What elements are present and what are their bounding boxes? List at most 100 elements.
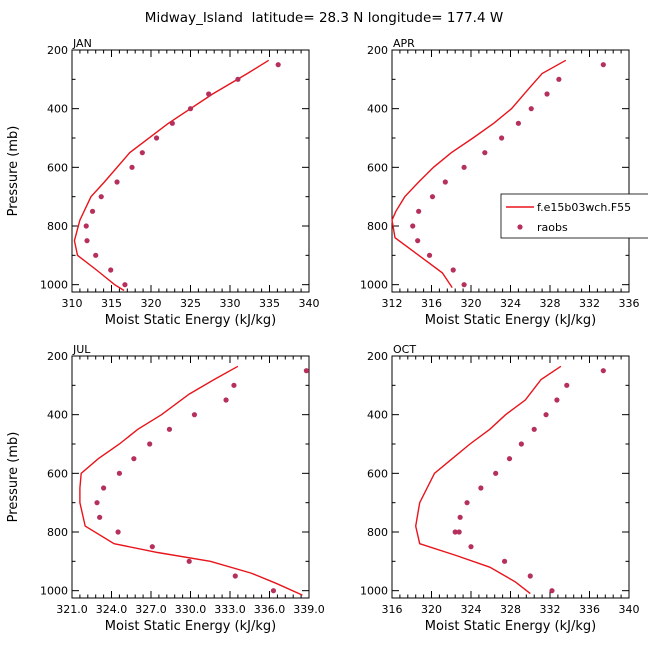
x-tick-label: 336 [619,297,640,310]
raob-point [415,238,421,244]
x-tick-label: 312 [382,297,403,310]
y-tick-label: 600 [367,467,388,480]
raob-point [527,573,533,579]
raob-point [478,485,484,491]
legend-dot-swatch [517,224,523,230]
x-tick-label: 325 [180,297,201,310]
x-tick-label: 332 [579,297,600,310]
raob-point [191,412,198,418]
raob-point [94,500,100,506]
x-tick-label: 328 [500,603,521,616]
raob-point [187,106,194,112]
x-tick-label: 324 [461,603,482,616]
raob-point [83,223,89,229]
panels: JAN 310 315 320 325 330 335 340 200 400 600 800 1000… [6,37,640,634]
raob-point [232,573,238,579]
panel-label: OCT [393,343,416,356]
raob-point [114,179,120,185]
y-tick-label: 200 [367,350,388,363]
y-tick-label: 600 [367,161,388,174]
x-axis-label: Moist Static Energy (kJ/kg) [425,313,596,328]
raob-point [129,164,135,170]
model-profile-line [73,59,270,292]
y-tick-label: 400 [367,103,388,116]
raob-point [426,252,433,258]
x-tick-label: 328 [540,297,561,310]
raob-point [169,120,175,126]
panel-jan: JAN 310 315 320 325 330 335 340 200 400 600 800 1000… [6,37,320,328]
x-tick-label: 315 [101,297,122,310]
y-tick-label: 400 [367,409,388,422]
raob-point [564,382,570,388]
x-tick-label: 333.0 [214,603,246,616]
y-tick-label: 600 [47,467,68,480]
x-tick-label: 310 [62,297,83,310]
figure-title: Midway_Island latitude= 28.3 N longitude… [145,10,503,26]
panel-label: JAN [72,37,92,50]
raob-point [543,412,549,418]
y-tick-label: 1000 [360,585,388,598]
x-tick-label: 336 [579,603,600,616]
raob-point [556,76,562,82]
raob-point [442,179,448,185]
raob-point [528,106,534,112]
y-tick-label: 800 [367,526,388,539]
y-tick-label: 200 [367,44,388,57]
y-tick-label: 400 [47,409,68,422]
raob-point [464,500,470,506]
raob-point [116,470,122,476]
panel-apr: APR 312 316 320 324 328 332 336 200 400 600 800 1000… [360,37,640,328]
model-profile-line [391,59,567,288]
raob-point [303,368,309,374]
raob-point [515,120,522,126]
x-axis-label: Moist Static Energy (kJ/kg) [105,313,276,328]
raob-point [461,164,467,170]
raob-point [166,426,173,432]
x-tick-label: 340 [619,603,640,616]
x-tick-label: 320 [421,603,442,616]
legend-box [500,193,648,239]
x-tick-label: 316 [421,297,442,310]
raob-point [410,223,416,229]
raob-point [206,91,212,97]
raob-point [506,456,513,462]
x-tick-label: 320 [461,297,482,310]
legend-entry-raobs: raobs [537,221,568,234]
raob-point [115,529,121,535]
model-profile-line [79,365,303,596]
x-tick-label: 320 [141,297,162,310]
plot-frame [71,49,310,293]
x-tick-label: 330 [220,297,241,310]
raob-point [223,397,229,403]
raob-point [429,194,436,200]
raob-point [482,150,488,156]
raob-point [457,514,463,520]
raob-point [97,514,103,520]
raob-point [149,544,155,550]
x-tick-label: 335 [259,297,280,310]
y-tick-label: 800 [47,526,68,539]
raob-point [122,282,128,288]
legend: f.e15b03wch.F55 raobs [500,193,648,239]
raob-point [600,368,606,374]
raob-point [450,267,456,273]
x-tick-label: 316 [382,603,403,616]
raob-point [101,485,107,491]
raob-point [270,588,277,594]
y-axis-label: Pressure (mb) [6,432,21,523]
raob-point [275,62,281,68]
raob-point [493,470,499,476]
y-tick-label: 800 [47,220,68,233]
y-tick-label: 800 [367,220,388,233]
x-tick-label: 321.0 [56,603,88,616]
x-tick-label: 340 [299,297,320,310]
x-tick-label: 324 [500,297,521,310]
x-axis-label: Moist Static Energy (kJ/kg) [105,619,276,634]
raob-point [499,135,505,141]
y-tick-label: 400 [47,103,68,116]
raob-point [147,441,153,447]
raob-point [518,441,524,447]
raob-point [544,91,550,97]
y-tick-label: 1000 [360,279,388,292]
